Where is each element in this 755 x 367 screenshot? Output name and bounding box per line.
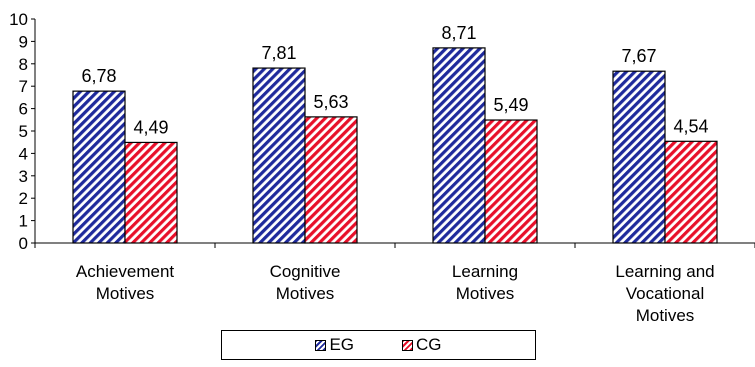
legend-swatch-cg <box>402 339 414 351</box>
x-axis <box>34 242 755 248</box>
value-label-eg: 7,81 <box>261 43 296 63</box>
bar-cg <box>124 141 178 244</box>
category-label: Learning Motives <box>452 262 518 303</box>
bar-cg <box>304 116 358 244</box>
y-tick-label: 10 <box>9 10 28 29</box>
y-tick-label: 1 <box>19 212 28 231</box>
category-label: Cognitive Motives <box>270 262 341 303</box>
bar-eg <box>612 70 666 244</box>
y-tick-label: 2 <box>19 189 28 208</box>
value-label-cg: 4,49 <box>133 117 168 137</box>
bars <box>72 47 718 244</box>
chart-legend: EG CG <box>221 330 536 360</box>
y-tick-label: 5 <box>19 122 28 141</box>
value-labels: 6,78 7,81 8,71 7,67 4,49 5,63 5,49 4,54 <box>81 23 708 138</box>
bar-eg <box>252 67 306 244</box>
y-tick-label: 6 <box>19 100 28 119</box>
value-label-eg: 6,78 <box>81 66 116 86</box>
legend-item-cg: CG <box>402 335 442 355</box>
y-tick-label: 4 <box>19 144 28 163</box>
y-axis: 0 1 2 3 4 5 6 7 8 9 10 <box>9 10 36 253</box>
value-label-cg: 4,54 <box>673 116 708 136</box>
bar-eg <box>72 90 126 244</box>
y-tick-label: 3 <box>19 167 28 186</box>
y-tick-label: 0 <box>19 234 28 253</box>
category-labels: Achievement Motives Cognitive Motives Learni… <box>76 262 715 325</box>
value-label-cg: 5,49 <box>493 95 528 115</box>
legend-label-cg: CG <box>416 335 442 354</box>
value-label-eg: 8,71 <box>441 23 476 43</box>
legend-swatch-eg <box>315 339 327 351</box>
y-tick-label: 8 <box>19 55 28 74</box>
value-label-eg: 7,67 <box>621 46 656 66</box>
legend-item-eg: EG <box>315 335 354 355</box>
bar-eg <box>432 47 486 244</box>
bar-cg <box>484 119 538 244</box>
category-label: Achievement Motives <box>76 262 175 303</box>
category-label: Learning and Vocational Motives <box>615 262 714 325</box>
legend-label-eg: EG <box>329 335 355 354</box>
value-label-cg: 5,63 <box>313 92 348 112</box>
bar-cg <box>664 140 718 244</box>
y-tick-label: 7 <box>19 77 28 96</box>
y-tick-label: 9 <box>19 32 28 51</box>
